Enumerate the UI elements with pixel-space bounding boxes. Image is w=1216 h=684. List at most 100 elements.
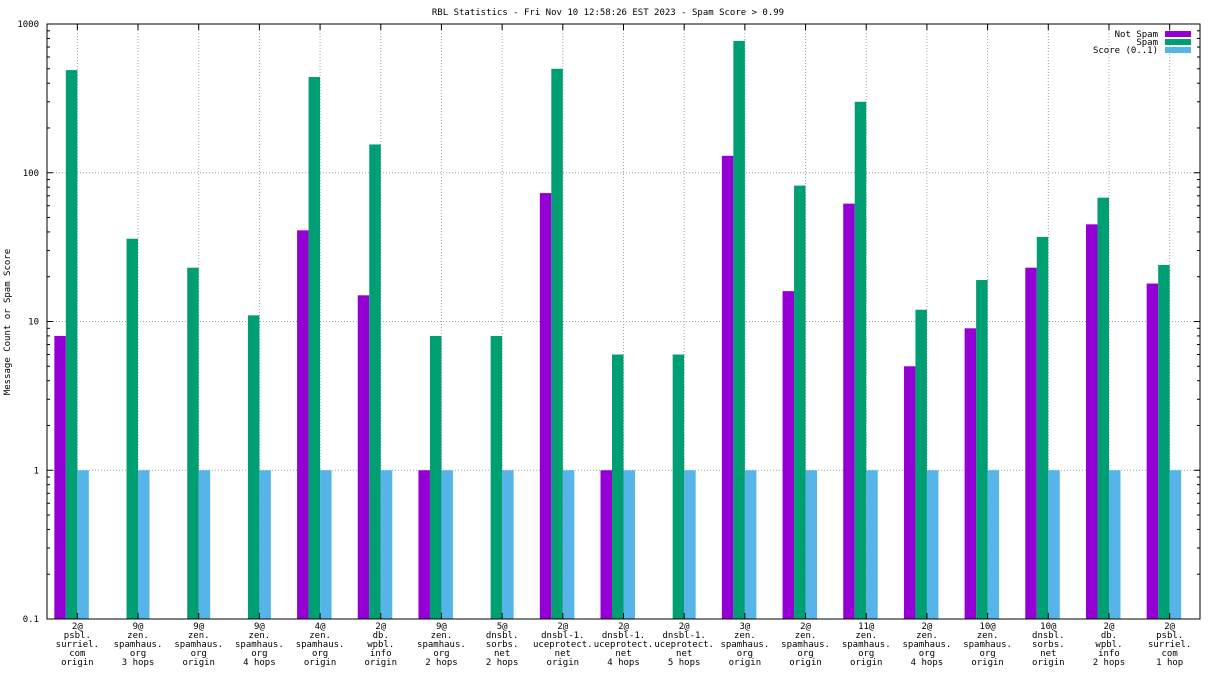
y-axis-label: Message Count or Spam Score [3,249,13,395]
bar-score-0-1 [77,470,89,619]
x-tick-label-line: org [919,649,935,659]
bar-score-0-1 [198,470,211,619]
x-tick-label: 2@ dnsbl-1. uceprotect. net 5 hops [654,622,714,668]
x-tick-label-line: 5 hops [668,658,701,668]
legend-label: Not Spam [1115,30,1158,40]
x-tick-label-line: 9@ [436,622,447,632]
bar-not-spam [1085,224,1098,619]
x-tick-label-line: sorbs. [486,640,519,650]
x-tick-label-line: org [191,649,207,659]
x-tick-label: 3@ zen. spamhaus. org origin [720,622,769,668]
bar-score-0-1 [684,470,696,619]
x-tick-label-line: 2@ [679,622,690,632]
x-tick-label: 10@ zen. spamhaus. org origin [963,622,1012,668]
x-tick-label-line: 11@ [858,622,875,632]
legend-label: Spam [1136,38,1158,48]
bar-spam [794,185,806,619]
bar-score-0-1 [744,470,757,619]
bar-not-spam [1146,283,1159,619]
x-tick-label-line: 2@ [557,622,568,632]
bar-spam [429,335,442,619]
bar-spam [126,238,139,619]
bar-not-spam [600,470,612,619]
bar-spam [187,267,199,619]
x-tick-label-line: spamhaus. [842,640,891,650]
x-tick-label-line: origin [61,658,94,668]
x-tick-label-line: net [1040,649,1056,659]
y-tick-label: 1 [34,466,39,476]
bar-not-spam [721,155,734,619]
bar-not-spam [964,328,977,619]
x-tick-label-line: 2@ [800,622,811,632]
bar-score-0-1 [441,470,453,619]
x-tick-label-line: zen. [188,631,210,641]
x-tick-label-line: 4 hops [243,658,276,668]
x-tick-label: 9@ zen. spamhaus. org 4 hops [235,622,284,668]
bar-score-0-1 [926,470,939,619]
x-tick-label-line: info [370,649,392,659]
bar-not-spam [843,203,855,620]
x-tick-label-line: origin [1032,658,1065,668]
x-tick-label-line: dnsbl-1. [602,631,645,641]
x-tick-label-line: 2@ [1164,622,1175,632]
x-tick-label-line: 4@ [315,622,326,632]
x-tick-label-line: 3 hops [122,658,155,668]
x-tick-label-line: zen. [734,631,756,641]
bar-score-0-1 [805,470,818,619]
x-tick-label: 2@ db. wpbl. info origin [365,622,398,668]
bar-score-0-1 [1108,470,1121,619]
x-tick-label-line: origin [365,658,398,668]
x-tick-label: 2@ psbl. surriel. com origin [56,622,99,668]
legend-label: Score (0..1) [1093,46,1158,56]
bar-score-0-1 [502,470,514,619]
x-tick-label-line: db. [1101,631,1117,641]
x-tick-label-line: spamhaus. [781,640,830,650]
ticks: 0.1 1 10 100 1000 [17,20,1200,625]
x-tick-label: 4@ zen. spamhaus. org origin [296,622,345,668]
bar-score-0-1 [866,470,878,619]
bar-score-0-1 [320,470,332,619]
x-tick-label-line: 9@ [133,622,144,632]
bar-not-spam [1025,267,1037,619]
x-tick-label-line: 2@ [618,622,629,632]
bar-spam [733,40,745,619]
x-tick-label-line: 4 hops [911,658,944,668]
bar-spam [490,335,503,619]
x-tick-label-line: surriel. [1148,640,1191,650]
bar-not-spam [357,295,370,619]
x-tick-label: 9@ zen. spamhaus. org origin [174,622,223,668]
x-tick-label: 5@ dnsbl. sorbs. net 2 hops [486,622,519,668]
x-tick-label-line: 1 hop [1156,658,1183,668]
x-tick-label-line: spamhaus. [114,640,163,650]
bar-spam [1036,236,1049,620]
bar-not-spam [54,335,66,619]
x-tick-label-line: zen. [249,631,271,641]
bar-score-0-1 [138,470,150,619]
bar-spam [612,354,624,619]
x-tick-label-line: dnsbl-1. [541,631,584,641]
x-tick-label-line: 2@ [375,622,386,632]
x-tick-label-line: uceprotect. [594,640,654,650]
bar-spam [1158,264,1170,619]
x-tick-label-line: origin [182,658,215,668]
x-tick-label-line: origin [729,658,762,668]
y-tick-label: 10 [28,318,39,328]
x-tick-label-line: zen. [309,631,331,641]
bar-spam [369,144,381,619]
bar-score-0-1 [380,470,393,619]
bar-score-0-1 [259,470,271,619]
x-tick-label-line: org [858,649,874,659]
x-tick-label: 9@ zen. spamhaus. org 2 hops [417,622,466,668]
legend-swatch [1165,47,1191,53]
x-tick-label-line: zen. [795,631,817,641]
x-tick-label-line: uceprotect. [654,640,714,650]
x-tick-label-line: uceprotect. [533,640,593,650]
x-tick-label-line: 2@ [1104,622,1115,632]
bar-not-spam [782,291,795,619]
x-tick-label-line: dnsbl. [486,631,519,641]
bar-group [54,40,1182,620]
x-tick-label-line: origin [971,658,1004,668]
